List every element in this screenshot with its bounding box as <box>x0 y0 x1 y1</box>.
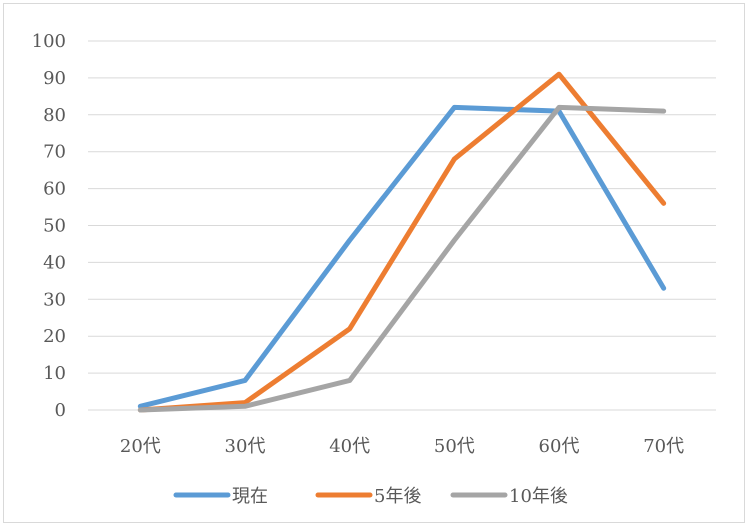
x-tick-label: 30代 <box>225 436 266 457</box>
x-axis-tick-labels: 20代 30代 40代 50代 60代 70代 <box>120 436 684 457</box>
x-tick-label: 70代 <box>643 436 684 457</box>
y-tick-label: 20 <box>43 326 66 347</box>
legend-label: 10年後 <box>509 486 568 507</box>
y-tick-label: 40 <box>43 252 66 273</box>
y-axis-tick-labels: 0 10 20 30 40 50 60 70 80 90 100 <box>32 31 66 421</box>
y-tick-label: 50 <box>43 216 66 237</box>
y-tick-label: 10 <box>43 363 66 384</box>
series-line <box>137 71 667 413</box>
x-tick-label: 50代 <box>434 436 475 457</box>
y-tick-label: 80 <box>43 105 66 126</box>
y-tick-label: 0 <box>55 400 66 421</box>
gridlines <box>88 40 716 411</box>
y-tick-label: 30 <box>43 289 66 310</box>
x-tick-label: 40代 <box>329 436 370 457</box>
legend-label: 5年後 <box>374 486 421 507</box>
legend-label: 現在 <box>232 486 268 507</box>
y-tick-label: 70 <box>43 142 66 163</box>
series-lines <box>137 71 667 413</box>
series-line <box>137 104 667 413</box>
x-tick-label: 20代 <box>120 436 161 457</box>
chart-area <box>3 3 745 523</box>
y-tick-label: 100 <box>32 31 66 52</box>
x-tick-label: 60代 <box>539 436 580 457</box>
series-line <box>137 104 667 409</box>
y-tick-label: 90 <box>43 68 66 89</box>
legend: 現在 5年後 10年後 <box>173 486 568 507</box>
y-tick-label: 60 <box>43 179 66 200</box>
